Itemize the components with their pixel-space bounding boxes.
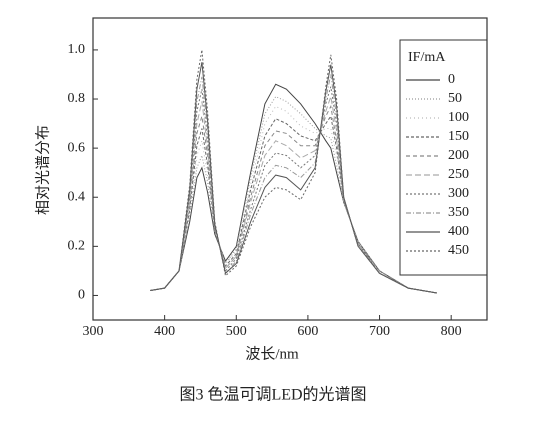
legend-label: 100	[448, 110, 469, 125]
legend-box	[399, 39, 488, 276]
y-tick-label: 0.8	[68, 91, 86, 106]
x-tick-label: 700	[369, 324, 390, 339]
x-tick-label: 600	[297, 324, 318, 339]
x-tick-label: 500	[226, 324, 247, 339]
legend-label: 150	[448, 129, 469, 144]
legend-label: 400	[448, 224, 469, 239]
legend-label: 350	[448, 205, 469, 220]
y-tick-label: 0.6	[68, 140, 86, 155]
legend-label: 300	[448, 186, 469, 201]
legend-label: 250	[448, 167, 469, 182]
series-line	[150, 86, 437, 294]
legend-label: 50	[448, 91, 462, 106]
legend-label: 200	[448, 148, 469, 163]
legend-label: 0	[448, 72, 455, 87]
x-tick-label: 300	[83, 324, 104, 339]
legend-title: IF/mA	[408, 50, 446, 65]
legend-label: 450	[448, 243, 469, 258]
y-axis-label: 相对光谱分布	[34, 125, 51, 215]
series-line	[150, 62, 437, 294]
series-line	[150, 95, 437, 294]
x-axis-label: 波长/nm	[245, 345, 299, 362]
x-tick-label: 400	[154, 324, 175, 339]
y-tick-label: 1.0	[68, 42, 86, 57]
y-tick-label: 0	[78, 288, 85, 303]
y-tick-label: 0.4	[68, 189, 86, 204]
x-tick-label: 800	[441, 324, 462, 339]
y-tick-label: 0.2	[68, 239, 86, 254]
series-line	[150, 104, 437, 294]
caption: 图3 色温可调LED的光谱图	[179, 386, 366, 404]
series-line	[150, 49, 437, 294]
